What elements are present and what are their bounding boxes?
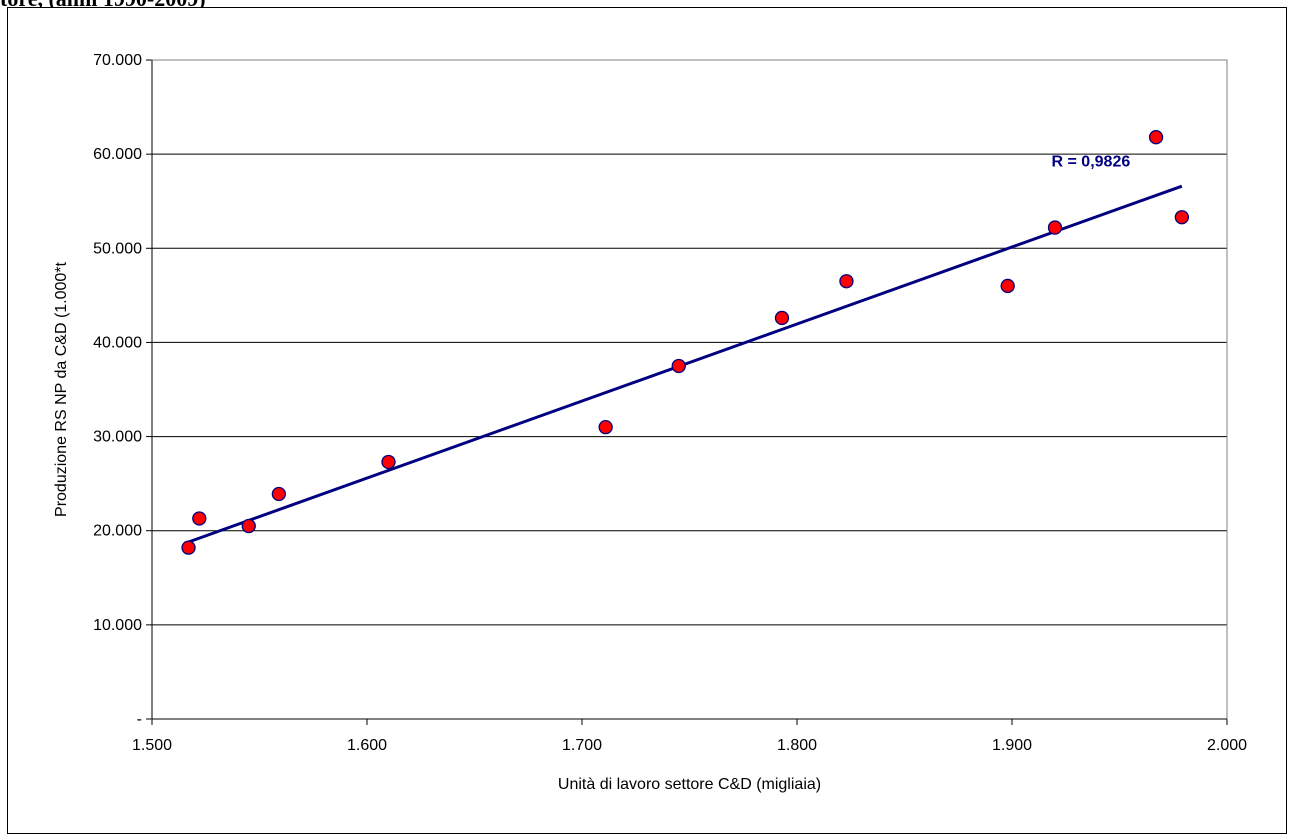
data-points <box>181 130 1189 555</box>
axes <box>146 59 1228 725</box>
x-tick-label: 1.900 <box>992 737 1032 754</box>
r-annotation: R = 0,9826 <box>1052 153 1131 170</box>
chart-frame <box>7 7 1287 834</box>
y-tick-label: - <box>137 711 142 728</box>
data-point <box>839 274 854 289</box>
data-point <box>181 540 196 555</box>
data-point <box>774 310 790 326</box>
y-tick-label: 30.000 <box>93 429 142 446</box>
x-tick-labels: 1.500 1.600 1.700 1.800 1.900 2.000 <box>132 737 1247 754</box>
data-point <box>671 358 686 374</box>
data-point <box>241 518 256 534</box>
data-point <box>192 511 207 526</box>
data-point <box>381 454 396 470</box>
x-tick-label: 1.600 <box>347 737 387 754</box>
grid-lines <box>152 59 1227 626</box>
data-point <box>1047 220 1063 235</box>
data-point <box>1000 278 1015 294</box>
header-fragment: tore, (anni 1990-2009) <box>0 0 600 12</box>
y-tick-label: 70.000 <box>93 52 142 69</box>
x-tick-label: 2.000 <box>1207 737 1247 754</box>
y-axis-title: Produzione RS NP da C&D (1.000*t <box>53 261 70 517</box>
x-tick-label: 1.500 <box>132 737 172 754</box>
data-point <box>1148 130 1164 145</box>
y-tick-label: 60.000 <box>93 146 142 163</box>
x-tick-label: 1.700 <box>562 737 602 754</box>
y-tick-label: 40.000 <box>93 334 142 351</box>
data-point <box>271 486 287 502</box>
x-tick-label: 1.800 <box>777 737 817 754</box>
data-point <box>1174 210 1189 225</box>
y-tick-label: 10.000 <box>93 617 142 634</box>
y-tick-label: 20.000 <box>93 523 142 540</box>
y-tick-labels: - 10.000 20.000 30.000 40.000 50.000 60.000 70.… <box>93 52 142 728</box>
x-axis-title: Unità di lavoro settore C&D (migliaia) <box>558 776 821 793</box>
y-tick-label: 50.000 <box>93 240 142 257</box>
data-point <box>598 420 613 435</box>
